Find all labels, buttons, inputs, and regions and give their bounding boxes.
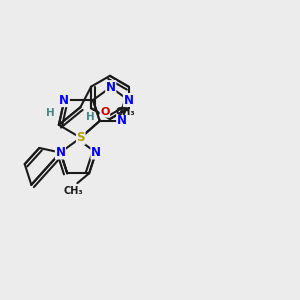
Text: CH₃: CH₃ [116, 107, 135, 117]
Text: O: O [100, 107, 110, 117]
Text: N: N [59, 94, 69, 106]
Text: S: S [76, 131, 85, 144]
Text: N: N [117, 114, 127, 128]
Text: N: N [56, 146, 65, 159]
Text: H: H [86, 112, 94, 122]
Text: H: H [46, 108, 54, 118]
Text: N: N [106, 81, 116, 94]
Text: CH₃: CH₃ [64, 186, 83, 196]
Text: N: N [124, 94, 134, 106]
Text: N: N [91, 146, 101, 159]
